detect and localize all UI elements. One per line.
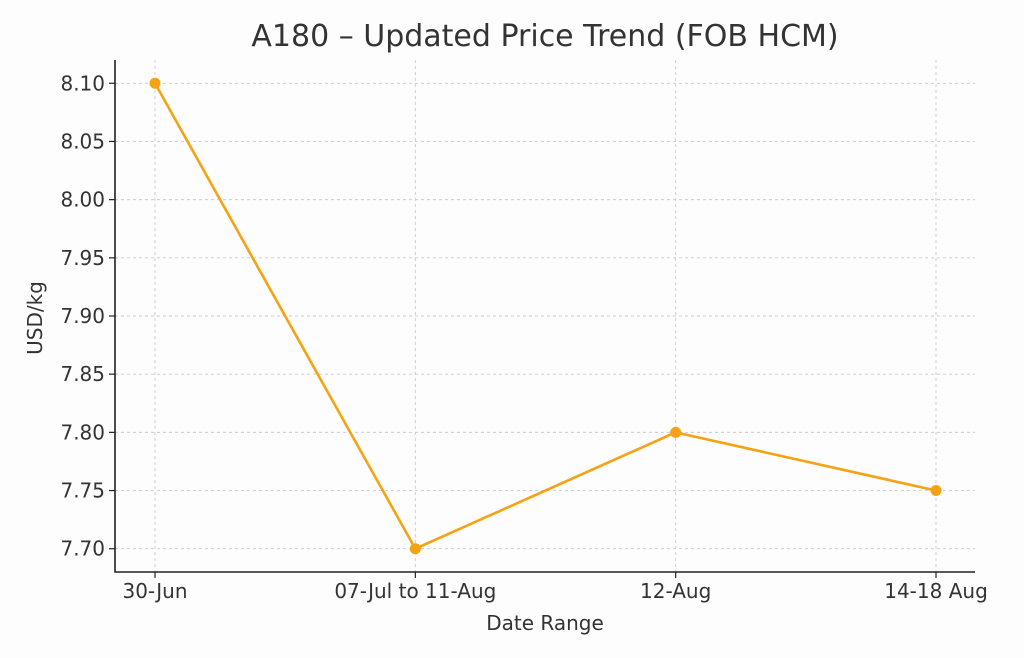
y-axis-label: USD/kg	[23, 281, 47, 355]
x-tick-label: 12-Aug	[640, 579, 711, 603]
x-axis-ticks: 30-Jun 07-Jul to 11-Aug 12-Aug 14-18 Aug	[122, 572, 988, 603]
x-tick-label: 07-Jul to 11-Aug	[334, 579, 496, 603]
series	[149, 77, 942, 555]
x-tick-label: 14-18 Aug	[884, 579, 988, 603]
y-tick-label: 7.95	[60, 246, 105, 270]
x-axis-label: Date Range	[486, 611, 604, 635]
y-axis-ticks: 7.70 7.75 7.80 7.85 7.90 7.95 8.00 8.05 8.10	[60, 71, 115, 561]
series-line	[153, 82, 937, 551]
y-tick-label: 7.90	[60, 304, 105, 328]
chart-title: A180 – Updated Price Trend (FOB HCM)	[251, 19, 838, 54]
axes	[114, 60, 975, 573]
data-point	[670, 426, 682, 438]
data-point	[409, 543, 421, 555]
y-tick-label: 8.05	[60, 129, 105, 153]
y-tick-label: 7.70	[60, 537, 105, 561]
y-tick-label: 8.10	[60, 71, 105, 95]
y-tick-label: 7.85	[60, 362, 105, 386]
axis-spines	[114, 60, 975, 573]
y-tick-label: 8.00	[60, 188, 105, 212]
x-tick-label: 30-Jun	[122, 579, 187, 603]
y-tick-label: 7.80	[60, 420, 105, 444]
data-point	[149, 77, 161, 89]
grid	[115, 60, 975, 572]
y-tick-label: 7.75	[60, 479, 105, 503]
data-point	[930, 485, 942, 497]
